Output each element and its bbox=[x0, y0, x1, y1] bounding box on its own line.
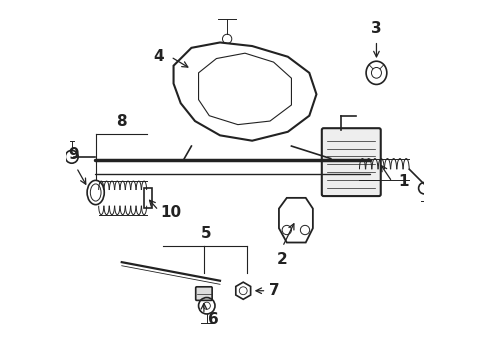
Text: 5: 5 bbox=[200, 226, 211, 242]
Text: 1: 1 bbox=[398, 174, 408, 189]
Text: 2: 2 bbox=[277, 252, 288, 267]
Text: 10: 10 bbox=[160, 205, 181, 220]
Text: 8: 8 bbox=[116, 114, 126, 129]
Bar bbox=[144, 188, 152, 208]
FancyBboxPatch shape bbox=[196, 287, 212, 300]
Text: 6: 6 bbox=[208, 312, 219, 327]
Text: 7: 7 bbox=[269, 283, 280, 298]
Text: 4: 4 bbox=[153, 49, 164, 64]
Text: 9: 9 bbox=[68, 147, 79, 162]
Text: 3: 3 bbox=[371, 21, 382, 36]
FancyBboxPatch shape bbox=[322, 128, 381, 196]
